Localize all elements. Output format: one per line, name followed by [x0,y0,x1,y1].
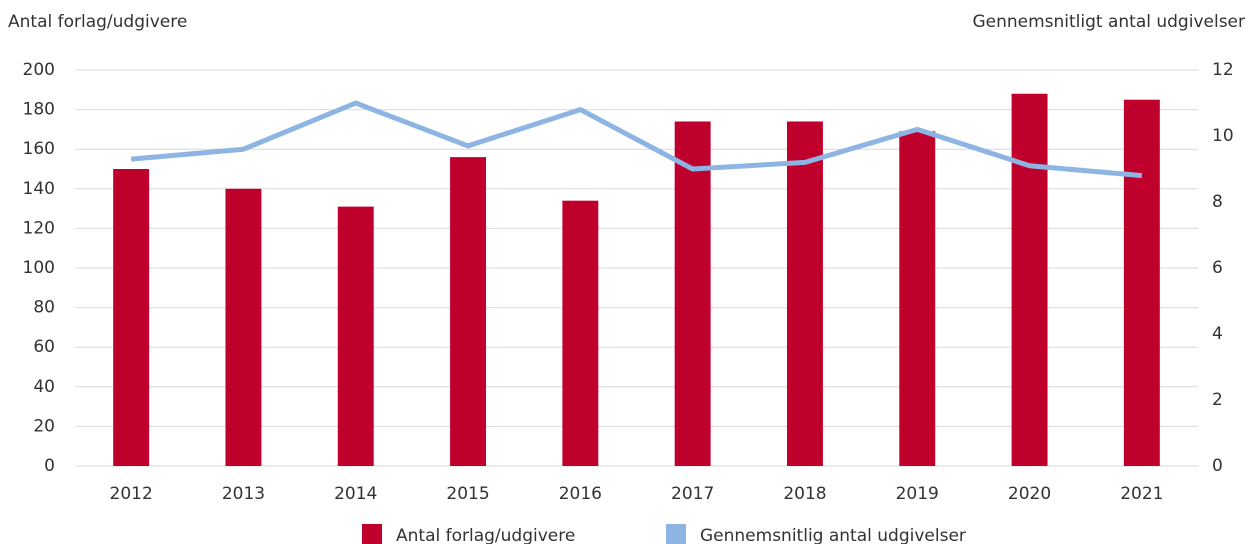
x-tick-label: 2021 [1120,484,1163,504]
x-tick-label: 2012 [110,484,153,504]
x-tick-label: 2016 [559,484,602,504]
bar [674,121,711,466]
y-tick-label: 180 [23,100,55,120]
x-tick-label: 2015 [446,484,489,504]
y-tick-label: 100 [23,258,55,278]
y-tick-label: 120 [23,218,55,238]
y2-tick-label: 2 [1212,390,1223,410]
bar [1123,99,1160,466]
y-axis-label: Antal forlag/udgivere [8,12,187,32]
y2-tick-label: 12 [1212,60,1234,80]
y-tick-label: 40 [33,377,55,397]
legend-label: Antal forlag/udgivere [396,526,575,544]
y-tick-label: 140 [23,179,55,199]
y-tick-label: 80 [33,298,55,318]
y2-tick-label: 10 [1212,126,1234,146]
y2-tick-label: 0 [1212,456,1223,476]
x-tick-label: 2020 [1008,484,1051,504]
x-tick-label: 2019 [896,484,939,504]
y-tick-label: 60 [33,337,55,357]
x-tick-label: 2018 [783,484,826,504]
y-tick-label: 160 [23,139,55,159]
y-tick-label: 0 [44,456,55,476]
bar [899,131,936,466]
y2-tick-label: 6 [1212,258,1223,278]
x-tick-label: 2014 [334,484,377,504]
x-tick-label: 2013 [222,484,265,504]
legend-swatch [666,524,686,544]
legend-swatch [362,524,382,544]
bar [450,157,487,466]
bar [113,169,150,466]
y2-tick-label: 8 [1212,192,1223,212]
bar [337,206,374,466]
y2-axis-label: Gennemsnitligt antal udgivelser [972,12,1245,32]
legend-label: Gennemsnitlig antal udgivelser [700,526,966,544]
bar [1011,93,1048,466]
bar [562,200,599,466]
bar [225,188,262,467]
line [130,100,1143,179]
bar [786,121,823,466]
y-tick-label: 200 [23,60,55,80]
y-tick-label: 20 [33,416,55,436]
y2-tick-label: 4 [1212,324,1223,344]
x-tick-label: 2017 [671,484,714,504]
